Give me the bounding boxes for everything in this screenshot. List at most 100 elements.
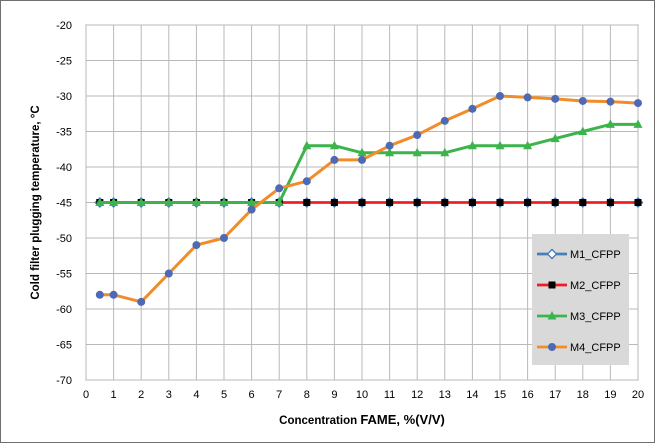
data-point (358, 155, 366, 164)
x-tick-label: 2 (138, 389, 144, 401)
x-tick-label: 10 (356, 389, 368, 401)
data-point (329, 140, 339, 150)
y-tick-label: -30 (56, 91, 72, 103)
data-point (275, 184, 284, 193)
data-point (468, 104, 477, 113)
x-tick-label: 14 (466, 389, 478, 401)
legend-swatch-marker (548, 343, 556, 351)
data-point (468, 199, 476, 206)
x-tick-label: 9 (331, 389, 337, 401)
data-point (495, 140, 505, 150)
y-tick-label: -35 (56, 127, 72, 139)
x-tick-label: 12 (411, 389, 423, 401)
legend-background (532, 234, 629, 365)
data-point (247, 205, 256, 214)
data-point (412, 147, 422, 157)
legend-item: M1_CFPP (537, 248, 621, 261)
y-tick-label: -55 (56, 269, 72, 281)
data-point (523, 93, 532, 102)
x-tick-label: 1 (111, 389, 117, 401)
data-point (633, 119, 643, 128)
x-tick-label: 5 (221, 389, 227, 401)
data-point (385, 147, 395, 157)
data-point (192, 241, 201, 250)
y-axis-title: Cold filter plugging temperature, °C (30, 105, 42, 299)
series-M3_CFPP (95, 119, 643, 206)
x-tick-label: 8 (304, 389, 310, 401)
x-tick-label: 7 (276, 389, 282, 401)
x-tick-label: 15 (494, 389, 506, 401)
data-point (137, 297, 146, 306)
legend-swatch-marker (546, 248, 558, 260)
x-tick-label: 3 (166, 389, 172, 401)
x-tick-label: 0 (83, 389, 89, 401)
data-point (579, 199, 587, 206)
data-point (191, 197, 201, 206)
data-point (274, 197, 284, 206)
data-point (606, 97, 615, 106)
series-M4_CFPP (95, 92, 642, 306)
x-tick-label: 16 (521, 389, 533, 401)
data-point (164, 269, 173, 278)
data-point (523, 140, 533, 150)
legend-item: M2_CFPP (537, 280, 621, 292)
y-tick-label: -70 (56, 375, 72, 387)
legend-swatch-marker (548, 281, 556, 289)
data-point (524, 199, 532, 206)
y-axis-ticks: -20 -25 -30 -35 -40 -45 -50 -55 -60 -65 -70 (56, 20, 72, 387)
data-point (330, 199, 338, 206)
data-series (94, 92, 644, 306)
x-tick-label: 11 (384, 389, 395, 401)
data-point (440, 116, 449, 125)
data-point (578, 126, 588, 135)
data-point (441, 199, 449, 206)
legend-item: M4_CFPP (537, 342, 621, 354)
data-point (386, 199, 394, 206)
data-point (219, 197, 229, 206)
y-tick-label: -60 (56, 304, 72, 316)
x-tick-label: 13 (439, 389, 451, 401)
data-point (302, 177, 311, 186)
x-axis-title: Concentration FAME, %(V/V) (279, 412, 445, 427)
data-point (164, 197, 174, 206)
legend-item: M3_CFPP (537, 311, 621, 323)
y-tick-label: -65 (56, 340, 72, 352)
x-tick-label: 20 (632, 389, 644, 401)
data-point (109, 290, 118, 299)
x-tick-label: 19 (604, 389, 616, 401)
data-point (357, 147, 367, 157)
x-tick-label: 18 (577, 389, 589, 401)
x-axis-title-prefix: Concentration (279, 415, 360, 427)
y-tick-label: -20 (56, 20, 72, 32)
data-point (550, 133, 560, 143)
data-point (606, 199, 614, 206)
data-point (330, 155, 339, 164)
data-point (496, 199, 504, 206)
y-tick-label: -50 (56, 233, 72, 245)
data-point (220, 234, 228, 242)
y-tick-label: -25 (56, 56, 72, 68)
legend: M1_CFPP M2_CFPP M3_CFPP M4_CFPP (532, 234, 629, 365)
legend-label: M2_CFPP (570, 280, 621, 292)
data-point (136, 197, 146, 206)
data-point (413, 131, 422, 140)
data-point (634, 199, 642, 206)
data-point (634, 99, 642, 108)
legend-label: M1_CFPP (570, 249, 621, 261)
data-point (109, 197, 119, 206)
data-point (496, 92, 504, 100)
y-tick-label: -40 (56, 162, 72, 174)
data-point (303, 199, 311, 206)
legend-label: M4_CFPP (570, 342, 621, 354)
x-axis-ticks: 0 1 2 3 4 5 6 7 8 9 10 11 12 13 14 15 16 17 18 19 20 (83, 389, 644, 401)
data-point (467, 140, 477, 150)
y-tick-label: -45 (56, 198, 72, 210)
x-tick-label: 4 (193, 389, 199, 401)
legend-swatch-marker (547, 311, 557, 320)
x-tick-label: 6 (249, 389, 255, 401)
data-point (95, 290, 104, 299)
data-point (302, 140, 312, 150)
data-point (385, 141, 394, 150)
data-point (578, 96, 587, 105)
